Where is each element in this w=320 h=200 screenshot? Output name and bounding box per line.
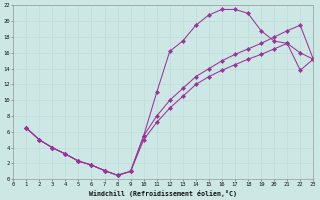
X-axis label: Windchill (Refroidissement éolien,°C): Windchill (Refroidissement éolien,°C): [89, 190, 237, 197]
